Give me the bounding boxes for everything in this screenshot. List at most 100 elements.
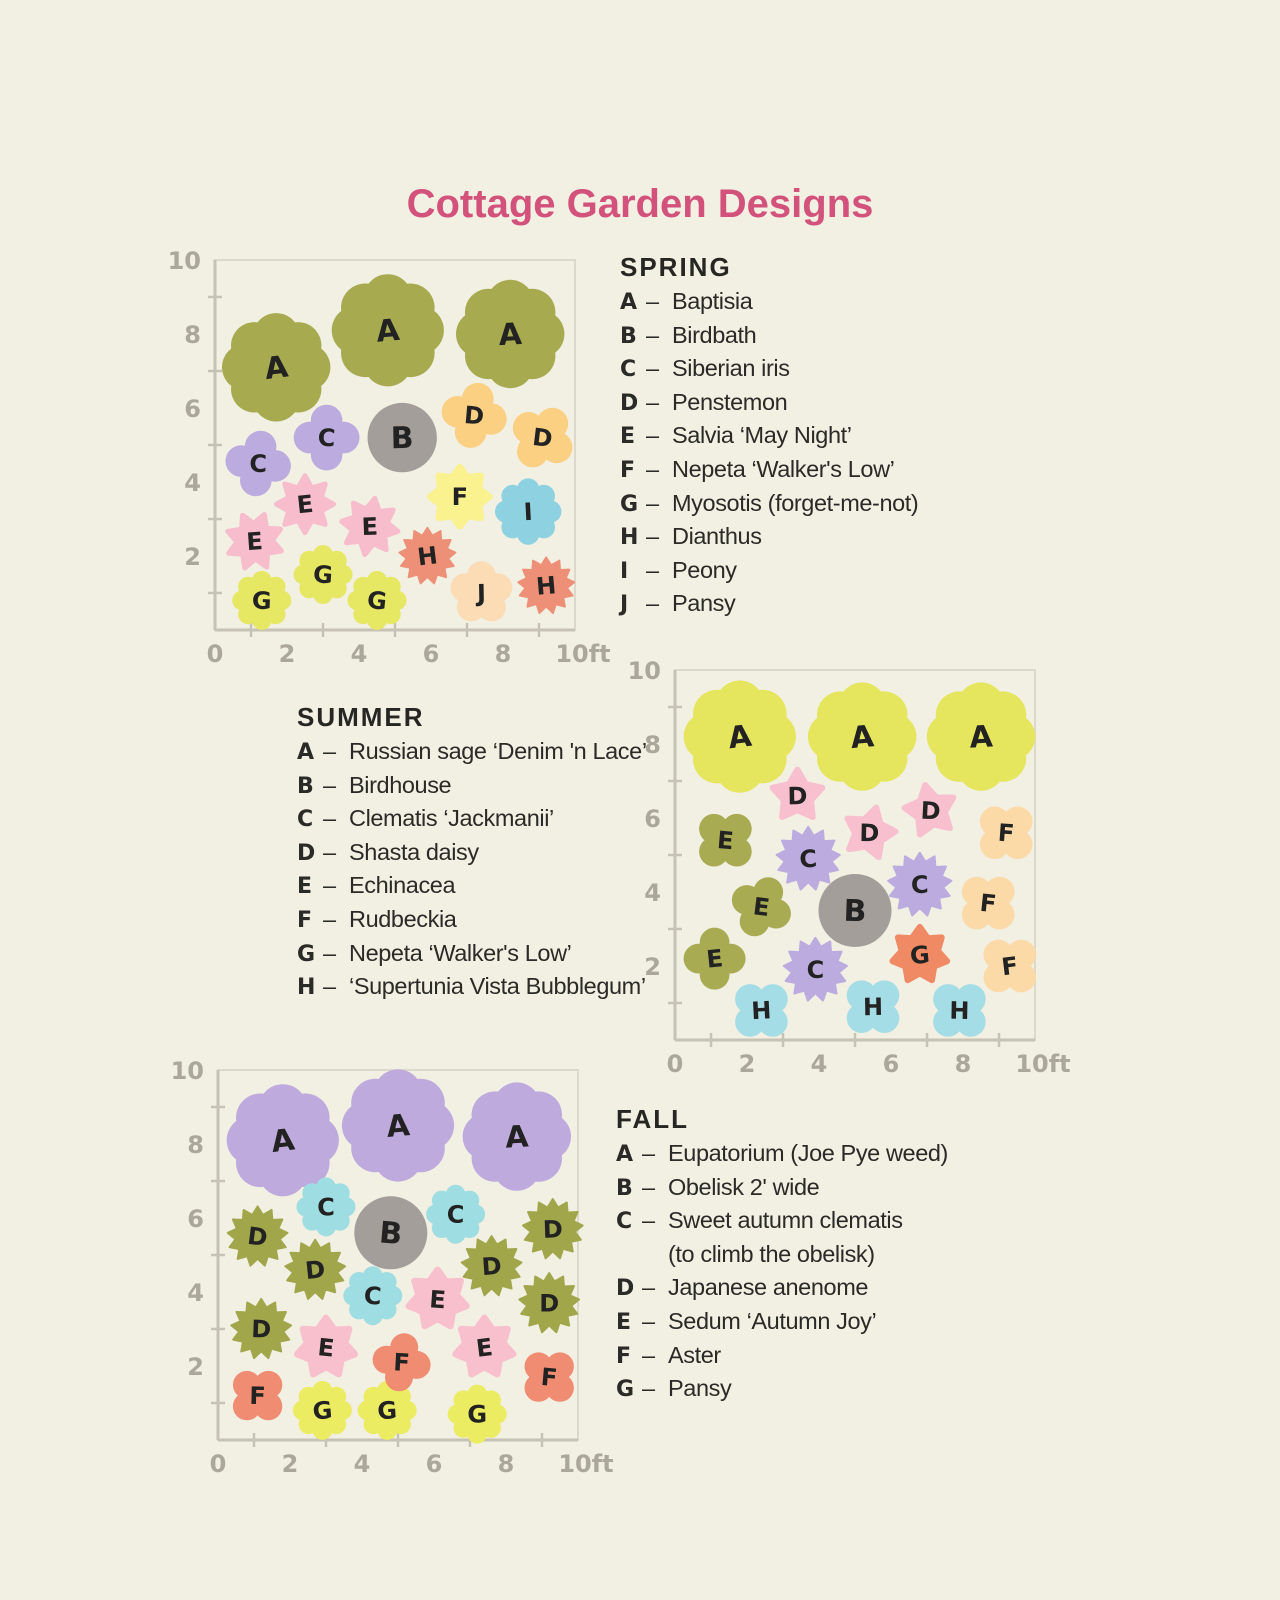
flower-e-quatrefoil: E — [683, 927, 746, 990]
flower-letter: G — [311, 1396, 333, 1426]
flower-letter: G — [909, 940, 931, 970]
flower-d-star5: D — [901, 782, 957, 838]
legend-letter: E — [297, 874, 313, 900]
legend-plant-name: Japanese anenome — [668, 1274, 869, 1301]
flower-h-spiky: H — [517, 556, 576, 614]
flower-d-spiky: D — [460, 1235, 523, 1297]
legend-letter: G — [297, 941, 316, 967]
legend-dash: – — [642, 1173, 656, 1200]
flower-e-star7: E — [452, 1314, 517, 1378]
flower-e-petal8: E — [274, 473, 336, 536]
flower-d-spiky: D — [521, 1198, 584, 1260]
legend-plant-name: ‘Supertunia Vista Bubblegum’ — [349, 973, 646, 1000]
fall-legend-rows: A – Eupatorium (Joe Pye weed) B – Obelisk 2' … — [616, 1140, 948, 1409]
legend-dash: – — [642, 1375, 656, 1402]
legend-row-fall-c: C – Sweet autumn clematis — [616, 1207, 948, 1241]
flower-c-scallop: C — [343, 1266, 403, 1326]
legend-letter: C — [616, 1209, 633, 1235]
flower-d-spiky: D — [226, 1205, 289, 1267]
flower-b-circle: B — [818, 874, 892, 947]
flower-letter: H — [535, 571, 557, 601]
flower-letter: D — [531, 423, 554, 453]
flower-e-quatrefoil: E — [731, 877, 791, 937]
fall-legend: FALL A – Eupatorium (Joe Pye weed) B – Obelis… — [616, 1104, 948, 1409]
legend-dash: – — [646, 523, 660, 550]
legend-letter: G — [616, 1377, 635, 1403]
legend-row-summer-h: H – ‘Supertunia Vista Bubblegum’ — [297, 973, 647, 1007]
legend-letter: D — [297, 840, 316, 866]
flower-letter: G — [312, 560, 334, 589]
flower-c-quatrefoil: C — [293, 404, 360, 471]
flower-letter: E — [428, 1285, 446, 1314]
flower-a-cloud: A — [222, 313, 331, 422]
legend-letter: C — [620, 357, 637, 383]
flower-b-circle: B — [367, 402, 437, 473]
flower-letter: H — [949, 997, 970, 1025]
flower-letter: A — [849, 719, 876, 756]
y-axis-label: 2 — [187, 1353, 204, 1381]
legend-letter: D — [620, 390, 639, 416]
flower-letter: G — [377, 1396, 398, 1425]
legend-letter: D — [616, 1276, 635, 1302]
flower-a-cloud: A — [808, 682, 917, 791]
legend-letter: A — [616, 1142, 634, 1167]
legend-plant-name: Aster — [668, 1341, 721, 1368]
spring-legend: SPRING A – Baptisia B – Birdbath C – Siberian ir… — [620, 252, 919, 624]
flower-letter: A — [375, 313, 402, 350]
legend-letter: B — [297, 773, 314, 799]
flower-g-star7: G — [889, 923, 951, 984]
y-axis-label: 6 — [184, 395, 201, 423]
legend-row-summer-c: C – Clematis ‘Jackmanii’ — [297, 805, 647, 839]
flower-letter: F — [979, 889, 998, 919]
flower-letter: D — [859, 819, 879, 847]
flower-g-scallop: G — [232, 570, 292, 630]
legend-dash: – — [646, 355, 660, 382]
flower-d-spiky: D — [518, 1272, 581, 1334]
flower-e-star7: E — [405, 1266, 470, 1330]
flower-c-scallop: C — [296, 1177, 356, 1237]
y-axis-label: 2 — [644, 953, 661, 981]
legend-dash: – — [646, 455, 660, 482]
x-axis-label: 6 — [426, 1450, 443, 1478]
flower-d-quatrefoil: D — [441, 382, 507, 448]
flower-letter: C — [911, 871, 930, 900]
flower-letter: D — [539, 1290, 559, 1318]
flower-c-spiky: C — [887, 851, 953, 917]
legend-row-spring-h: H – Dianthus — [620, 523, 918, 557]
flower-letter: F — [540, 1363, 559, 1392]
flower-b-circle: B — [354, 1196, 428, 1270]
legend-dash: – — [323, 939, 337, 966]
x-axis-label: 2 — [279, 640, 296, 668]
legend-letter: F — [297, 907, 313, 933]
legend-letter: E — [620, 424, 636, 450]
legend-row-summer-b: B – Birdhouse — [297, 772, 647, 806]
flower-a-cloud: A — [683, 680, 796, 793]
legend-letter: F — [616, 1343, 632, 1369]
legend-dash: – — [323, 771, 337, 798]
flower-d-quatrefoil: D — [512, 407, 573, 468]
flower-g-scallop: G — [447, 1384, 507, 1444]
legend-dash: – — [642, 1207, 656, 1234]
flower-c-scallop: C — [426, 1184, 486, 1244]
flower-letter: B — [390, 421, 413, 456]
legend-plant-name: Eupatorium (Joe Pye weed) — [668, 1140, 948, 1166]
legend-dash: – — [323, 973, 337, 1000]
flower-e-quatrefoil: E — [699, 813, 752, 867]
legend-dash: – — [646, 388, 660, 415]
legend-plant-name: Clematis ‘Jackmanii’ — [349, 805, 554, 832]
flower-letter: H — [863, 993, 884, 1021]
flower-letter: C — [249, 450, 267, 478]
x-axis-label: 6 — [883, 1050, 900, 1078]
summer-garden-plot: 0 2 4 6 8 10ft 2 4 6 8 10 A A A D D D E E E C C C B F F F G H H H — [625, 657, 1075, 1095]
flower-g-scallop: G — [347, 570, 407, 630]
flower-letter: A — [263, 349, 291, 387]
flower-letter: E — [361, 513, 378, 542]
x-axis-label: 6 — [423, 640, 440, 668]
legend-dash: – — [323, 905, 337, 932]
legend-plant-name: Siberian iris — [672, 355, 790, 382]
legend-dash: – — [646, 489, 660, 516]
legend-letter: A — [620, 290, 638, 315]
legend-dash: – — [323, 738, 337, 764]
legend-dash: – — [646, 321, 660, 348]
